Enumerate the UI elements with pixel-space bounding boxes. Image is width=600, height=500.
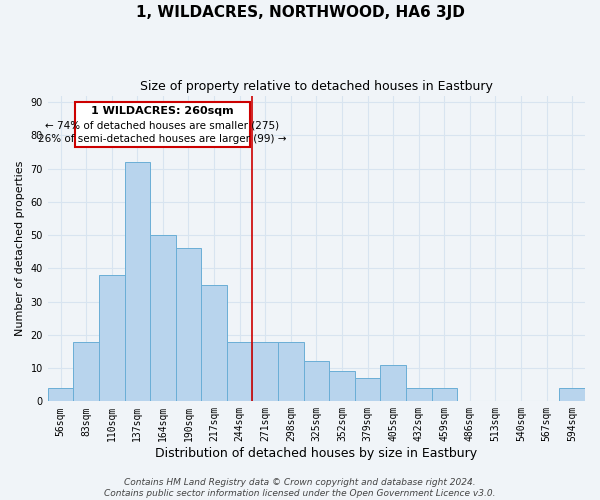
Bar xyxy=(201,285,227,402)
Bar xyxy=(150,235,176,402)
Text: 1, WILDACRES, NORTHWOOD, HA6 3JD: 1, WILDACRES, NORTHWOOD, HA6 3JD xyxy=(136,5,464,20)
Bar xyxy=(48,388,73,402)
Bar xyxy=(380,365,406,402)
Bar xyxy=(431,388,457,402)
Bar xyxy=(227,342,253,402)
X-axis label: Distribution of detached houses by size in Eastbury: Distribution of detached houses by size … xyxy=(155,447,478,460)
Bar xyxy=(406,388,431,402)
Bar xyxy=(125,162,150,402)
Bar xyxy=(278,342,304,402)
Title: Size of property relative to detached houses in Eastbury: Size of property relative to detached ho… xyxy=(140,80,493,93)
Y-axis label: Number of detached properties: Number of detached properties xyxy=(15,161,25,336)
FancyBboxPatch shape xyxy=(74,102,250,147)
Bar xyxy=(99,275,125,402)
Text: Contains HM Land Registry data © Crown copyright and database right 2024.
Contai: Contains HM Land Registry data © Crown c… xyxy=(104,478,496,498)
Bar xyxy=(176,248,201,402)
Bar xyxy=(73,342,99,402)
Text: ← 74% of detached houses are smaller (275): ← 74% of detached houses are smaller (27… xyxy=(45,120,280,130)
Bar xyxy=(329,372,355,402)
Bar xyxy=(559,388,585,402)
Text: 1 WILDACRES: 260sqm: 1 WILDACRES: 260sqm xyxy=(91,106,233,116)
Bar xyxy=(355,378,380,402)
Bar xyxy=(253,342,278,402)
Text: 26% of semi-detached houses are larger (99) →: 26% of semi-detached houses are larger (… xyxy=(38,134,287,144)
Bar xyxy=(304,362,329,402)
